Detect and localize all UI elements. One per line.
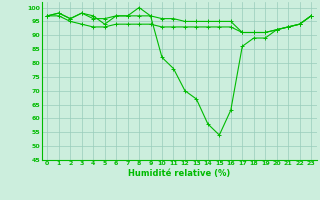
X-axis label: Humidité relative (%): Humidité relative (%) — [128, 169, 230, 178]
